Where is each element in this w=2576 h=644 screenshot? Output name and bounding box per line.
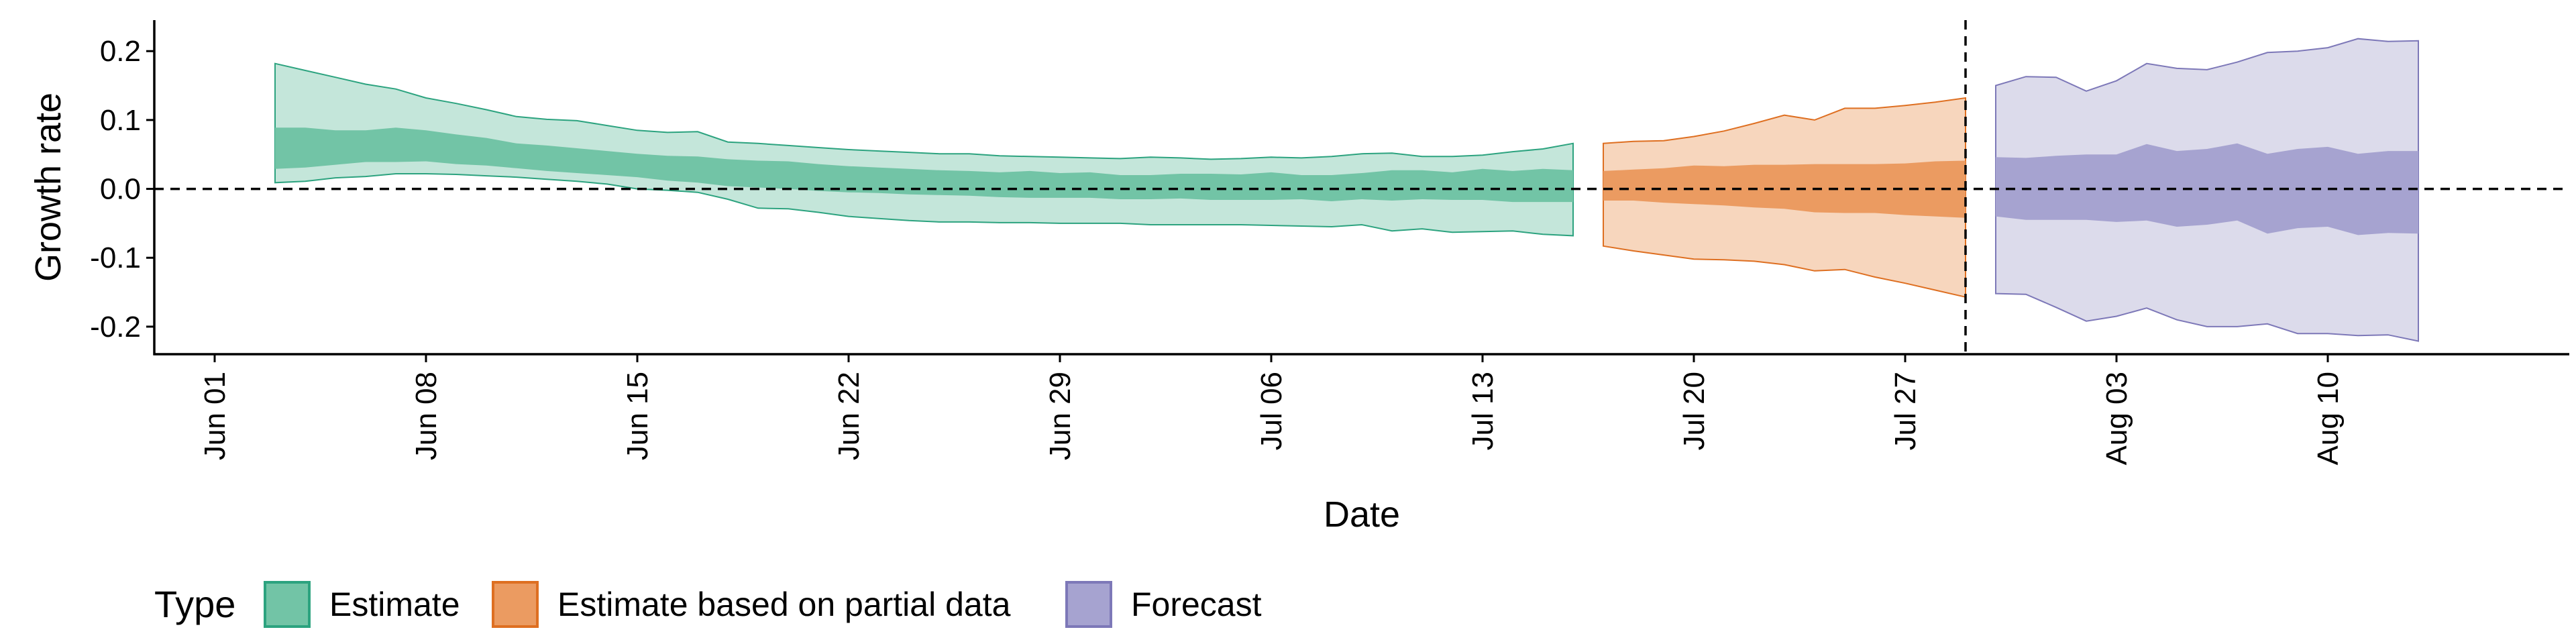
x-tick-label: Jun 01 (199, 372, 231, 460)
legend-label-estimate-based-on-partial-data: Estimate based on partial data (557, 586, 1011, 623)
legend-key-estimate-based-on-partial-data (492, 581, 539, 628)
x-axis-ticks: Jun 01 Jun 08 Jun 15 Jun 22 Jun 29 Jul 06 Jul … (199, 354, 2345, 465)
x-axis-title: Date (1324, 494, 1400, 535)
y-axis-ticks: 0.2 0.1 0.0 -0.1 -0.2 (90, 35, 154, 343)
x-tick-label: Aug 03 (2100, 372, 2133, 465)
legend-label-estimate: Estimate (329, 586, 460, 623)
x-tick-label: Jul 06 (1255, 372, 1288, 450)
y-tick-label: 0.1 (100, 104, 141, 137)
x-tick-label: Jul 27 (1889, 372, 1922, 450)
legend-label-forecast: Forecast (1131, 586, 1262, 623)
y-tick-label: 0.0 (100, 173, 141, 206)
legend-key-forecast (1065, 581, 1112, 628)
y-tick-label: -0.1 (90, 241, 141, 274)
reference-lines (154, 20, 2569, 354)
x-tick-label: Jul 20 (1678, 372, 1711, 450)
x-tick-label: Jun 29 (1044, 372, 1077, 460)
x-tick-label: Jun 08 (410, 372, 443, 460)
x-tick-label: Jun 22 (833, 372, 865, 460)
legend-title: Type (154, 583, 235, 625)
y-axis-title: Growth rate (28, 93, 68, 282)
x-tick-label: Jun 15 (621, 372, 654, 460)
legend-key-estimate (264, 581, 311, 628)
y-tick-label: -0.2 (90, 311, 141, 343)
legend: Type Estimate Estimate based on partial d… (154, 581, 1262, 628)
axes (153, 20, 2569, 356)
x-tick-label: Jul 13 (1466, 372, 1499, 450)
band-inner-estimate (275, 127, 1573, 203)
x-tick-label: Aug 10 (2312, 372, 2345, 465)
y-tick-label: 0.2 (100, 35, 141, 68)
